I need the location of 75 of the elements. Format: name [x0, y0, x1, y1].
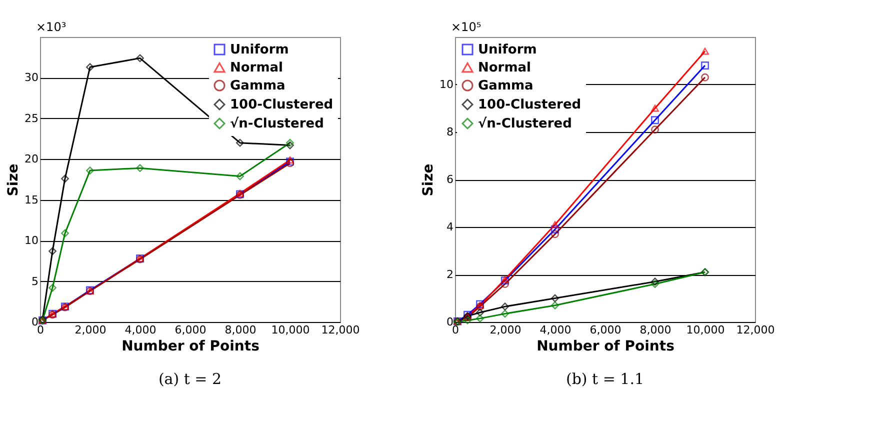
point: [651, 280, 659, 288]
point: [701, 73, 709, 82]
text: ×10⁵: [451, 20, 482, 34]
y-tick-label: 6: [446, 173, 454, 186]
x-tick-label: 4,000: [124, 324, 156, 336]
point: [551, 301, 559, 310]
legend-label: Gamma: [230, 78, 286, 94]
point: [651, 278, 659, 286]
legend-label: 100-Clustered: [230, 98, 334, 112]
point: [651, 104, 659, 112]
point: [136, 164, 144, 172]
point: [61, 229, 69, 238]
y-tick-label: 20: [24, 152, 38, 166]
legend-label: Normal: [230, 60, 283, 76]
y-tick-label: 4: [446, 220, 454, 234]
x-tick-label: 10,000: [271, 324, 310, 336]
y-tick-label: 10: [24, 234, 38, 248]
point: [501, 280, 509, 288]
legend-label: Uniform: [478, 42, 537, 58]
y-tick-label: 25: [24, 112, 38, 125]
point: [286, 138, 294, 147]
text: (b) t = 1.1: [566, 370, 644, 388]
point: [286, 141, 294, 150]
point: [501, 302, 509, 311]
point: [48, 284, 56, 292]
point: [551, 225, 559, 234]
y-axis-title: Size: [6, 164, 22, 196]
y-tick-label: 30: [24, 71, 38, 84]
legend-label: Gamma: [478, 78, 534, 94]
x-tick-label: 10,000: [686, 324, 725, 336]
point: [551, 221, 559, 228]
x-axis-title: Number of Points: [536, 338, 674, 354]
y-axis-title: Size: [420, 164, 437, 196]
x-tick-label: 2,000: [74, 324, 106, 336]
point: [236, 138, 244, 147]
point: [651, 116, 659, 124]
x-tick-label: 12,000: [736, 324, 775, 336]
point: [701, 62, 709, 70]
y-tick-label: 2: [446, 268, 454, 281]
y-tick-label: 10: [440, 78, 454, 91]
point: [464, 316, 472, 324]
y-tick-label: 15: [24, 193, 38, 206]
legend-label: √n-Clustered: [230, 116, 324, 132]
point: [551, 230, 559, 238]
point: [476, 314, 484, 322]
point: [136, 54, 144, 62]
legend-label: √n-Clustered: [478, 116, 572, 132]
legend-label: Uniform: [230, 42, 289, 58]
point: [701, 48, 709, 55]
y-tick-label: 0: [446, 316, 454, 328]
x-axis-title: Number of Points: [122, 338, 260, 354]
x-tick-label: 2,000: [490, 324, 522, 336]
y-tick-label: 5: [32, 274, 38, 288]
text: (a) t = 2: [158, 370, 222, 388]
x-tick-label: 8,000: [224, 324, 256, 336]
point: [651, 126, 659, 134]
x-tick-label: 6,000: [174, 324, 206, 336]
point: [86, 166, 94, 174]
y-tick-label: 8: [446, 126, 454, 138]
x-tick-label: 4,000: [540, 324, 572, 336]
point: [86, 63, 94, 72]
point: [236, 172, 244, 180]
point: [551, 294, 559, 302]
x-tick-label: 12,000: [321, 324, 360, 336]
point: [48, 247, 56, 256]
point: [61, 174, 69, 183]
x-tick-label: 8,000: [640, 324, 672, 336]
legend-label: Normal: [478, 60, 531, 76]
x-tick-label: 6,000: [590, 324, 622, 336]
point: [476, 308, 484, 316]
point: [501, 310, 509, 318]
y-tick-label: 0: [32, 316, 38, 328]
legend-label: 100-Clustered: [478, 98, 582, 112]
text: ×10³: [36, 20, 66, 34]
point: [286, 156, 294, 164]
